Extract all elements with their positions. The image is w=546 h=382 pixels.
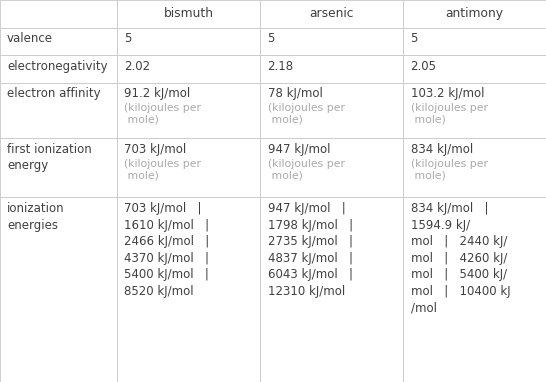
Text: (kilojoules per
 mole): (kilojoules per mole): [124, 159, 201, 180]
Text: 2.05: 2.05: [411, 60, 437, 73]
Text: bismuth: bismuth: [164, 7, 214, 20]
Bar: [403, 83, 546, 138]
Text: valence: valence: [7, 32, 53, 45]
Bar: [0, 138, 117, 197]
Bar: [117, 197, 260, 382]
Bar: [117, 55, 260, 83]
Text: 834 kJ/mol: 834 kJ/mol: [411, 143, 473, 156]
Text: 703 kJ/mol   |
1610 kJ/mol   |
2466 kJ/mol   |
4370 kJ/mol   |
5400 kJ/mol   |
8: 703 kJ/mol | 1610 kJ/mol | 2466 kJ/mol |…: [124, 202, 210, 298]
Text: electron affinity: electron affinity: [7, 87, 100, 100]
Bar: [0, 83, 117, 138]
Text: (kilojoules per
 mole): (kilojoules per mole): [411, 159, 488, 180]
Bar: [260, 138, 403, 197]
Bar: [403, 0, 546, 28]
Text: (kilojoules per
 mole): (kilojoules per mole): [124, 103, 201, 125]
Text: 5: 5: [124, 32, 132, 45]
Text: 834 kJ/mol   |
1594.9 kJ/
mol   |   2440 kJ/
mol   |   4260 kJ/
mol   |   5400 k: 834 kJ/mol | 1594.9 kJ/ mol | 2440 kJ/ m…: [411, 202, 510, 314]
Bar: [0, 0, 117, 28]
Text: antimony: antimony: [446, 7, 504, 20]
Text: 947 kJ/mol   |
1798 kJ/mol   |
2735 kJ/mol   |
4837 kJ/mol   |
6043 kJ/mol   |
1: 947 kJ/mol | 1798 kJ/mol | 2735 kJ/mol |…: [268, 202, 353, 298]
Text: (kilojoules per
 mole): (kilojoules per mole): [411, 103, 488, 125]
Text: (kilojoules per
 mole): (kilojoules per mole): [268, 159, 345, 180]
Text: 5: 5: [268, 32, 275, 45]
Bar: [260, 55, 403, 83]
Bar: [260, 83, 403, 138]
Bar: [117, 28, 260, 55]
Text: 703 kJ/mol: 703 kJ/mol: [124, 143, 187, 156]
Bar: [403, 138, 546, 197]
Bar: [117, 0, 260, 28]
Bar: [403, 28, 546, 55]
Bar: [117, 83, 260, 138]
Text: 2.02: 2.02: [124, 60, 151, 73]
Text: (kilojoules per
 mole): (kilojoules per mole): [268, 103, 345, 125]
Bar: [260, 28, 403, 55]
Text: 91.2 kJ/mol: 91.2 kJ/mol: [124, 87, 191, 100]
Bar: [0, 28, 117, 55]
Bar: [117, 138, 260, 197]
Text: 78 kJ/mol: 78 kJ/mol: [268, 87, 323, 100]
Bar: [0, 197, 117, 382]
Text: 947 kJ/mol: 947 kJ/mol: [268, 143, 330, 156]
Text: first ionization
energy: first ionization energy: [7, 143, 92, 172]
Bar: [260, 197, 403, 382]
Text: 103.2 kJ/mol: 103.2 kJ/mol: [411, 87, 484, 100]
Text: 5: 5: [411, 32, 418, 45]
Bar: [403, 197, 546, 382]
Bar: [403, 55, 546, 83]
Bar: [260, 0, 403, 28]
Text: ionization
energies: ionization energies: [7, 202, 65, 231]
Text: 2.18: 2.18: [268, 60, 294, 73]
Bar: [0, 55, 117, 83]
Text: electronegativity: electronegativity: [7, 60, 108, 73]
Text: arsenic: arsenic: [310, 7, 354, 20]
